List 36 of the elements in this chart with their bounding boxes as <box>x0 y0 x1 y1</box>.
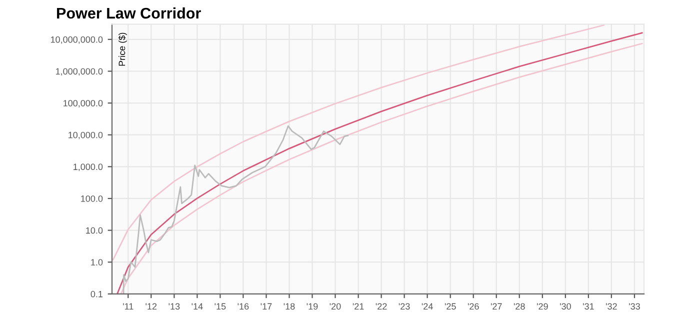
x-tick-label: '18 <box>284 303 295 310</box>
x-tick-label: '32 <box>606 303 617 310</box>
x-tick-label: '13 <box>168 303 180 310</box>
x-tick-label: '14 <box>192 303 203 310</box>
line-series <box>112 24 604 260</box>
x-tick-label: '25 <box>444 303 456 310</box>
x-tick-label: '24 <box>422 303 433 310</box>
x-tick-label: '26 <box>468 303 479 310</box>
x-tick-label: '12 <box>146 303 157 310</box>
y-tick-label: 1.0 <box>91 259 103 266</box>
y-axis-title: Price ($) <box>118 32 127 66</box>
x-tick-label: '11 <box>123 303 134 310</box>
y-tick-label: 100.0 <box>81 195 103 202</box>
x-tick-label: '31 <box>583 303 594 310</box>
y-tick-label: 10,000,000.0 <box>50 36 103 44</box>
x-tick-label: '29 <box>537 303 548 310</box>
x-tick-label: '20 <box>330 303 341 310</box>
y-tick-label: 0.1 <box>90 290 103 298</box>
x-tick-label: '22 <box>376 303 387 310</box>
x-tick-label: '28 <box>514 303 525 310</box>
x-tick-label: '17 <box>260 303 272 310</box>
y-tick-label: 10.0 <box>86 227 103 234</box>
y-tick-label: 1,000,000.0 <box>56 68 103 76</box>
x-tick-label: '16 <box>238 303 249 310</box>
y-tick-label: 100,000.0 <box>64 100 103 108</box>
y-tick-label: 10,000.0 <box>68 132 103 140</box>
chart-title: Power Law Corridor <box>57 7 201 19</box>
x-tick-label: '27 <box>490 303 502 310</box>
y-tick-label: 1,000.0 <box>74 164 103 172</box>
x-tick-label: '21 <box>352 303 364 310</box>
x-tick-label: '15 <box>214 303 226 310</box>
x-tick-label: '23 <box>398 303 410 310</box>
line-series <box>122 125 349 294</box>
x-tick-label: '33 <box>629 303 640 310</box>
x-tick-label: '19 <box>306 303 318 310</box>
x-tick-label: '30 <box>560 303 571 310</box>
